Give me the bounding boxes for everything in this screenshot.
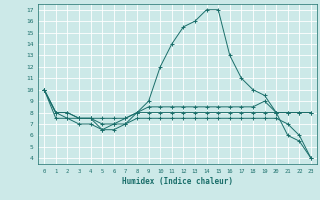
X-axis label: Humidex (Indice chaleur): Humidex (Indice chaleur) bbox=[122, 177, 233, 186]
